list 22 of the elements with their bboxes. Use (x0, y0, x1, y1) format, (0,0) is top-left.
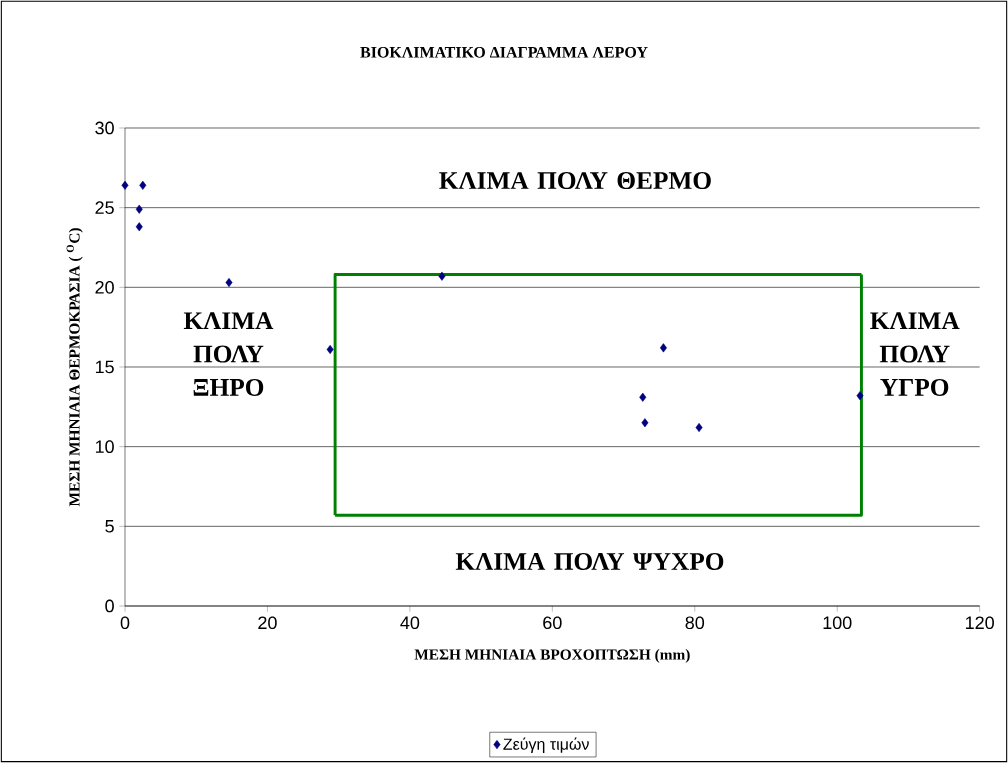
y-axis-title: ΜΕΣΗ ΜΗΝΙΑΙΑ ΘΕΡΜΟΚΡΑΣΙΑ ( $^{O}$C) (66, 228, 83, 507)
x-tick-label: 20 (258, 616, 277, 630)
x-tick-label: 100 (823, 616, 852, 630)
legend-label: Ζεύγη τιμών (503, 737, 589, 753)
x-tick-label: 120 (966, 616, 994, 630)
y-tick-label: 5 (105, 520, 114, 533)
annotation: ΚΛΙΜΑ ΠΟΛΥ ΨΥΧΡΟ (455, 553, 724, 571)
x-tick-label: 0 (120, 616, 130, 630)
y-tick-label: 0 (105, 599, 114, 613)
x-axis-title: ΜΕΣΗ ΜΗΝΙΑΙΑ ΒΡΟΧΟΠΤΩΣΗ (mm) (414, 648, 690, 663)
chart-title: ΒΙΟΚΛΙΜΑΤΙΚΟ ΔΙΑΓΡΑΜΜΑ ΛΕΡΟΥ (360, 46, 648, 58)
y-tick-label: 30 (95, 121, 114, 135)
x-tick-label: 80 (685, 616, 705, 630)
annotation: ΚΛΙΜΑ ΠΟΛΥ ΞΗΡΟ (183, 312, 274, 396)
y-tick-label: 20 (95, 280, 114, 294)
y-tick-label: 25 (95, 201, 114, 215)
annotation: ΚΛΙΜΑ ΠΟΛΥ ΘΕΡΜΟ (439, 172, 711, 190)
x-tick-label: 60 (543, 616, 562, 630)
y-tick-label: 15 (95, 360, 114, 374)
y-tick-label: 10 (95, 440, 114, 454)
annotation: ΚΛΙΜΑ ΠΟΛΥ ΥΓΡΟ (870, 312, 960, 396)
x-tick-label: 40 (400, 616, 420, 630)
